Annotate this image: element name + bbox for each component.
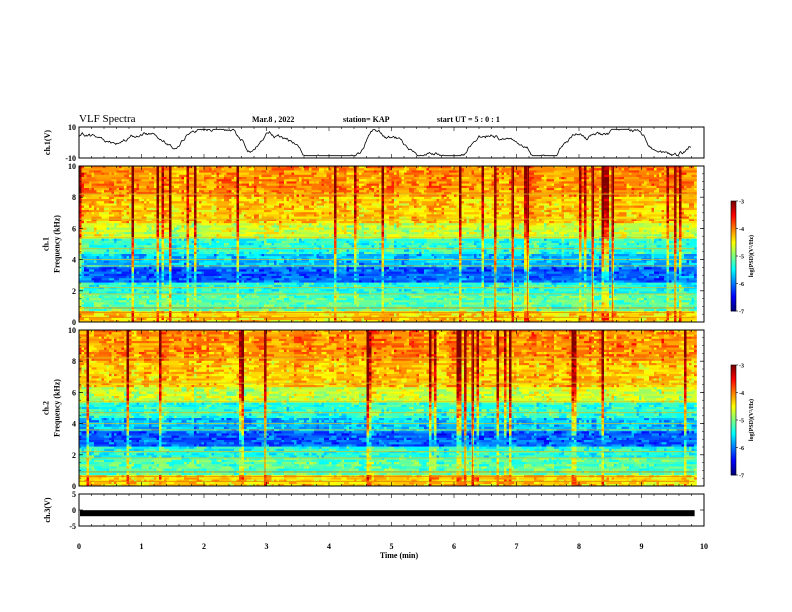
colorbar-tick-label: -5 xyxy=(739,419,744,425)
ch1-spectrogram-colorbar: -3 -4 -5 -6 -7 log(PSD)(V²/Hz) xyxy=(730,200,755,316)
x-tick-label: 10 xyxy=(700,542,708,551)
y-axis-label: Frequency (kHz) xyxy=(53,379,62,437)
y-tick-label: 4 xyxy=(72,256,76,265)
y-tick-label: -5 xyxy=(69,522,76,531)
y-tick-label: 4 xyxy=(72,420,76,429)
x-tick-label: 8 xyxy=(577,542,581,551)
x-tick-label: 3 xyxy=(265,542,269,551)
x-tick-label: 1 xyxy=(140,542,144,551)
y-axis-label: Frequency (kHz) xyxy=(53,215,62,273)
ch1-waveform-trace xyxy=(78,128,692,157)
y-axis-label: ch.1(V) xyxy=(43,130,52,155)
y-axis-label: ch.2 xyxy=(42,401,51,415)
colorbar-tick-label: -7 xyxy=(739,310,744,316)
y-tick-label: 6 xyxy=(72,224,76,233)
y-tick-label: 8 xyxy=(72,193,76,202)
x-axis-label: Time (min) xyxy=(380,551,419,560)
y-tick-label: 0 xyxy=(72,506,76,515)
colorbar-tick-label: -4 xyxy=(739,391,744,397)
y-tick-label: 10 xyxy=(68,123,76,132)
y-tick-label: 0 xyxy=(72,318,76,327)
x-tick-label: 9 xyxy=(640,542,644,551)
ch3-waveform-panel: 5 0 -5 ch.3(V) xyxy=(43,490,705,531)
x-tick-label: 7 xyxy=(515,542,519,551)
y-tick-label: 0 xyxy=(72,482,76,491)
chart-title: VLF Spectra xyxy=(79,113,136,125)
ch2-spectrogram-panel: 0 2 4 6 8 10 ch.2 Frequency (kHz) xyxy=(42,326,705,491)
colorbar-tick-label: -6 xyxy=(739,446,744,452)
ch1-spectrogram-image xyxy=(79,166,704,323)
colorbar-tick-label: -6 xyxy=(739,282,744,288)
date-label: Mar.8 , 2022 xyxy=(252,115,295,124)
x-tick-label: 2 xyxy=(202,542,206,551)
y-tick-label: 5 xyxy=(72,490,76,499)
y-tick-label: 2 xyxy=(72,287,76,296)
x-tick-label: 0 xyxy=(77,542,81,551)
colorbar-tick-label: -3 xyxy=(739,364,744,370)
ch3-waveform-trace xyxy=(80,510,695,517)
x-tick-label: 4 xyxy=(327,542,331,551)
ch1-waveform-panel: 10 -10 ch.1(V) xyxy=(43,123,705,163)
station-label: station= KAP xyxy=(343,115,390,124)
y-tick-label: 10 xyxy=(68,162,76,171)
ch2-spectrogram-image xyxy=(79,330,704,487)
y-axis-label: ch.3(V) xyxy=(43,497,52,522)
time-axis: 0 1 2 3 4 5 6 7 8 9 10 Time (min) xyxy=(77,542,708,560)
y-tick-label: 2 xyxy=(72,451,76,460)
start-time-label: start UT = 5 : 0 : 1 xyxy=(437,115,500,124)
y-axis-label: ch.1 xyxy=(42,237,51,251)
colorbar-label: log(PSD)(V²/Hz) xyxy=(748,235,755,277)
colorbar-tick-label: -4 xyxy=(739,227,744,233)
x-tick-label: 5 xyxy=(390,542,394,551)
ch1-spectrogram-panel: 0 2 4 6 8 10 ch.1 Frequency (kHz) xyxy=(42,162,705,327)
y-tick-label: 6 xyxy=(72,388,76,397)
ch2-spectrogram-colorbar: -3 -4 -5 -6 -7 log(PSD)(V²/Hz) xyxy=(730,364,755,480)
colorbar-tick-label: -7 xyxy=(739,474,744,480)
y-tick-label: 10 xyxy=(68,326,76,335)
x-tick-label: 6 xyxy=(452,542,456,551)
colorbar-tick-label: -5 xyxy=(739,255,744,261)
y-tick-label: -10 xyxy=(65,154,76,163)
y-tick-label: 8 xyxy=(72,357,76,366)
colorbar-tick-label: -3 xyxy=(739,200,744,206)
colorbar-label: log(PSD)(V²/Hz) xyxy=(748,399,755,441)
